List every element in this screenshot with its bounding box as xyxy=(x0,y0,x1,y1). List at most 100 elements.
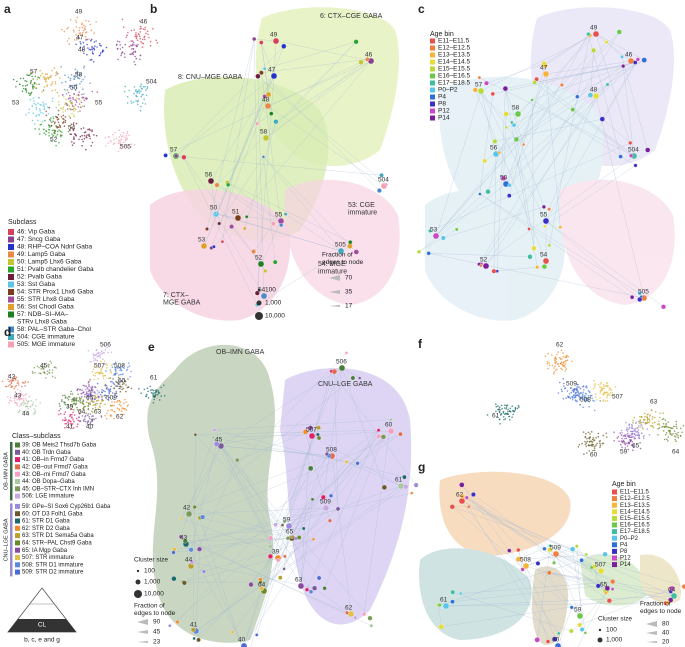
umap-point xyxy=(624,447,627,449)
umap-point xyxy=(28,395,31,398)
legend-label: 47: Sncg Gaba xyxy=(17,236,61,243)
umap-point xyxy=(74,68,77,71)
fraction-key-label: 40 xyxy=(662,630,670,637)
umap-point xyxy=(15,385,17,387)
legend-label: P8 xyxy=(620,549,628,555)
network-edge xyxy=(267,105,385,187)
network-edge xyxy=(363,419,392,615)
umap-point xyxy=(675,436,677,438)
umap-point xyxy=(61,134,63,137)
network-edge xyxy=(203,96,265,247)
legend-label: 56: Sst Chodl Gaba xyxy=(17,304,74,311)
umap-point xyxy=(144,103,147,105)
umap-point xyxy=(152,402,155,404)
umap-point xyxy=(77,105,80,108)
umap-label: 63 xyxy=(94,409,102,416)
umap-point xyxy=(17,382,20,384)
umap-point xyxy=(114,361,117,364)
umap-point xyxy=(149,45,152,47)
network-edge xyxy=(418,183,507,252)
umap-label: 60 xyxy=(590,452,598,459)
fraction-title: edges to node xyxy=(134,610,176,617)
umap-point xyxy=(84,416,86,418)
network-node xyxy=(458,497,466,505)
umap-point xyxy=(7,396,9,398)
network-node xyxy=(174,153,179,159)
umap-point xyxy=(30,81,32,83)
umap-point xyxy=(636,427,638,430)
network-edge xyxy=(545,73,561,228)
umap-point xyxy=(40,123,43,126)
umap-point xyxy=(585,433,587,435)
region-label: 6: CTX–CGE GABA xyxy=(320,13,383,20)
umap-point xyxy=(40,111,42,114)
umap-point xyxy=(114,368,117,371)
umap-point xyxy=(72,98,74,100)
umap-label: 59 xyxy=(620,449,628,456)
umap-point xyxy=(79,135,82,138)
umap-point xyxy=(83,27,86,30)
network-edge xyxy=(191,524,283,563)
umap-point xyxy=(139,54,142,57)
fraction-key xyxy=(329,275,340,281)
umap-point xyxy=(576,386,578,388)
network-node xyxy=(358,376,362,380)
network-node xyxy=(583,631,587,635)
umap-point xyxy=(633,428,635,430)
umap-point xyxy=(31,75,33,78)
network-node xyxy=(541,263,548,270)
umap-point xyxy=(638,437,641,440)
umap-point xyxy=(91,415,93,418)
umap-point xyxy=(140,105,142,108)
umap-point xyxy=(48,369,51,372)
umap-point xyxy=(30,91,33,94)
network-edge xyxy=(487,152,500,192)
umap-point xyxy=(594,384,596,387)
umap-point xyxy=(93,401,95,403)
network-node xyxy=(589,565,594,570)
umap-point xyxy=(51,375,54,378)
umap-point xyxy=(139,37,141,40)
umap-point xyxy=(93,49,96,51)
network-edge xyxy=(357,433,401,464)
umap-point xyxy=(42,128,45,131)
umap-point xyxy=(87,404,89,407)
umap-point xyxy=(589,391,591,394)
network-node xyxy=(577,622,582,628)
network-edge xyxy=(188,352,347,515)
network-edge xyxy=(480,155,635,266)
umap-point xyxy=(673,425,675,428)
umap-point xyxy=(77,419,79,422)
umap-point xyxy=(75,417,78,420)
umap-point xyxy=(590,440,592,442)
umap-point xyxy=(86,43,88,46)
umap-point xyxy=(620,429,623,432)
umap-point xyxy=(88,384,90,386)
umap-point xyxy=(113,411,115,413)
legend-swatch xyxy=(430,108,435,114)
network-node xyxy=(297,582,305,590)
umap-point xyxy=(143,98,145,100)
umap-point xyxy=(676,433,678,436)
umap-point xyxy=(122,26,125,29)
network-node xyxy=(353,249,359,255)
umap-point xyxy=(55,135,57,138)
network-node xyxy=(365,57,370,62)
umap-point xyxy=(68,100,71,103)
umap-point xyxy=(87,407,90,410)
legend-swatch xyxy=(612,542,617,548)
umap-point xyxy=(115,380,117,383)
umap-point xyxy=(77,93,80,96)
umap-point xyxy=(105,370,107,372)
network-node xyxy=(584,552,588,557)
umap-point xyxy=(75,400,78,402)
umap-point xyxy=(51,371,54,374)
umap-point xyxy=(514,407,517,410)
umap-point xyxy=(59,126,62,128)
umap-point xyxy=(94,395,97,398)
network-edge xyxy=(288,485,402,527)
umap-point xyxy=(30,93,32,95)
umap-point xyxy=(106,387,108,390)
umap-point xyxy=(89,427,91,430)
node-label: 61 xyxy=(395,477,403,484)
